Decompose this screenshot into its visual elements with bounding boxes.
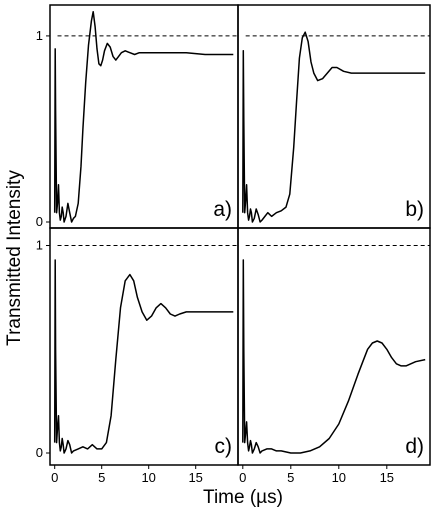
- series-line: [242, 259, 426, 454]
- series-line: [242, 31, 426, 223]
- series-line: [53, 259, 234, 454]
- panel-label: d): [405, 435, 424, 458]
- x-tick-label: 15: [188, 470, 202, 485]
- y-tick-label: 0: [36, 214, 43, 229]
- x-tick-label: 10: [141, 470, 155, 485]
- x-tick-label: 0: [51, 470, 58, 485]
- panel-1: a) 0 1: [36, 4, 239, 229]
- series-line: [53, 10, 234, 223]
- panel-label: a): [213, 198, 232, 221]
- x-tick-label: 10: [332, 470, 346, 485]
- x-tick-label: 5: [287, 470, 294, 485]
- panel-label: b): [405, 198, 424, 221]
- y-axis-title: Transmitted Intensity: [4, 170, 25, 346]
- x-axis-title: Time (µs): [203, 487, 283, 508]
- panel-frame: [237, 4, 431, 229]
- y-tick-label: 0: [36, 445, 43, 460]
- x-tick-label: 15: [380, 470, 394, 485]
- panel-label: c): [215, 435, 233, 458]
- y-tick-label: 1: [36, 28, 43, 43]
- panel-4: d) 0 5 10 15: [237, 227, 431, 485]
- panel-frame: [237, 227, 431, 466]
- x-tick-label: 0: [239, 470, 246, 485]
- panel-3: c)010 5 10 15: [36, 227, 239, 485]
- panel-frame: [49, 227, 239, 466]
- x-tick-label: 5: [98, 470, 105, 485]
- y-tick-label: 1: [36, 238, 43, 253]
- panel-2: b): [237, 4, 431, 229]
